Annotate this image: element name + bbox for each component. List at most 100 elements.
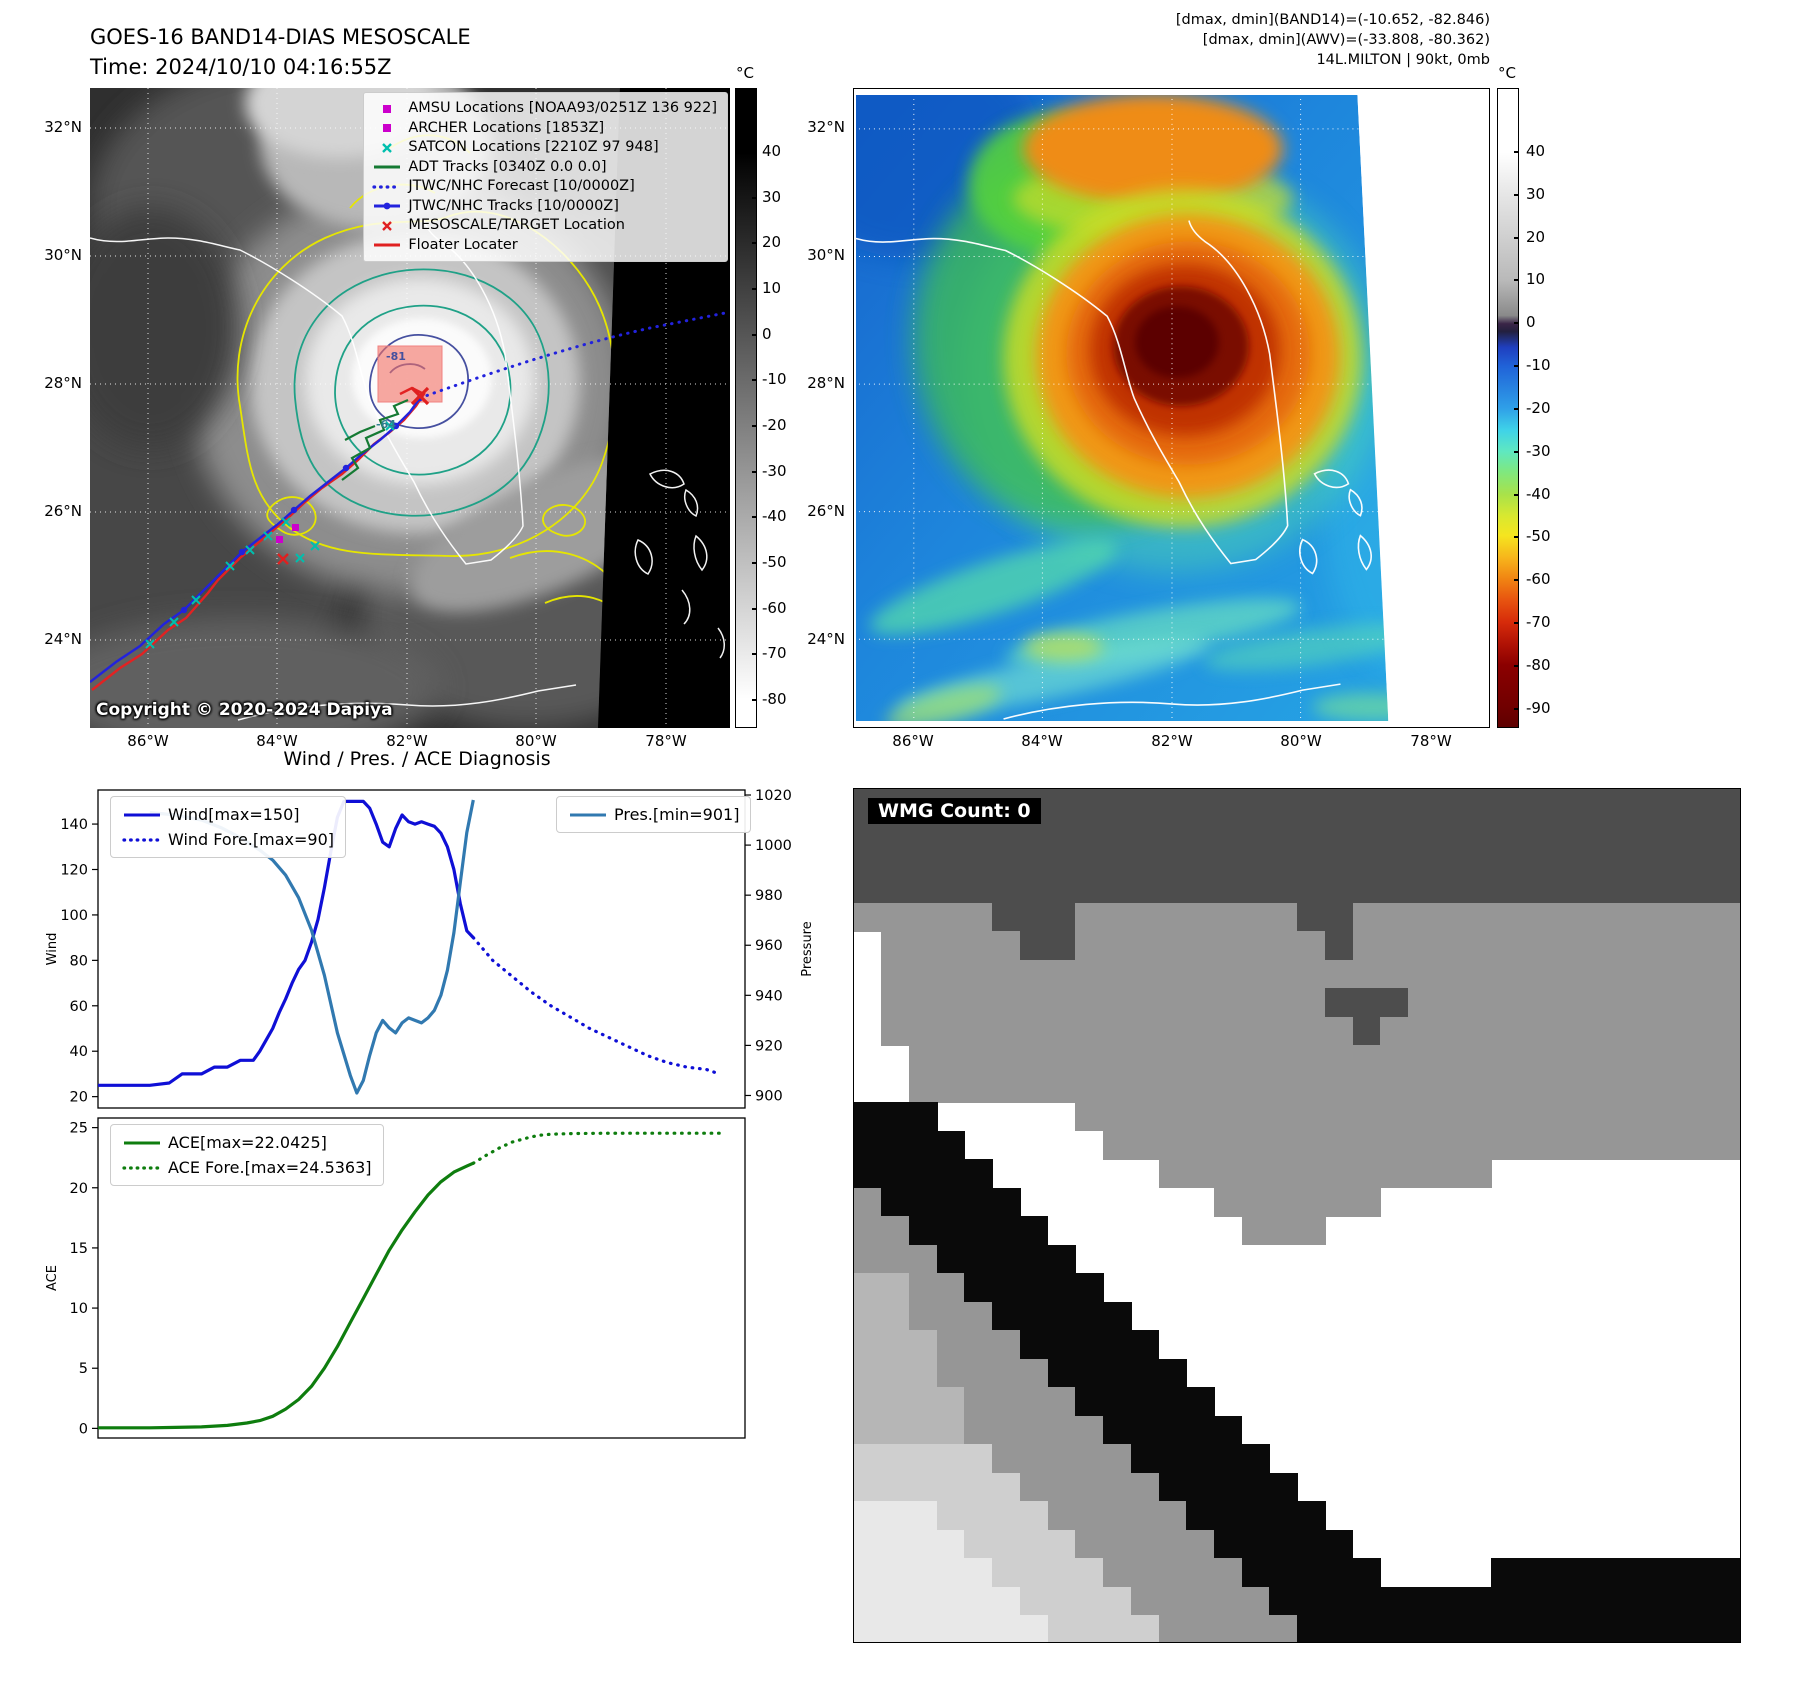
wmg-cell — [1324, 1159, 1354, 1189]
wmg-cell — [1602, 874, 1631, 904]
wmg-cell — [1352, 1615, 1382, 1642]
wmg-cell — [1435, 902, 1465, 932]
series-dotted — [471, 1131, 728, 1165]
colorbar-unit: °C — [1498, 64, 1516, 82]
wmg-cell — [1352, 988, 1382, 1018]
lat-tick-label: 30°N — [807, 246, 845, 264]
wmg-cell — [1602, 988, 1631, 1018]
wmg-cell — [1685, 874, 1714, 904]
wmg-cell — [964, 1073, 993, 1103]
legend-label: Wind[max=150] — [168, 805, 300, 824]
wmg-cell — [936, 988, 966, 1018]
chart-legend: Wind[max=150] Wind Fore.[max=90] — [110, 796, 346, 858]
colorbar-tick-mark — [1514, 151, 1519, 153]
wmg-cell — [854, 1187, 883, 1217]
wmg-cell — [1602, 902, 1631, 932]
wmg-cell — [992, 1273, 1021, 1303]
wmg-cell — [1574, 1586, 1603, 1616]
colorbar-unit: °C — [736, 64, 754, 82]
wmg-cell — [1712, 1045, 1740, 1075]
wmg-cell — [1629, 845, 1659, 875]
wmg-cell — [1269, 1586, 1298, 1616]
wmg-cell — [992, 1472, 1021, 1502]
wmg-cell — [1629, 988, 1659, 1018]
wmg-cell — [936, 1444, 966, 1474]
wmg-cell — [1685, 1045, 1714, 1075]
colorbar-tick: -20 — [762, 415, 787, 434]
wmg-cell — [1352, 959, 1382, 989]
wmg-cell — [1241, 1102, 1271, 1132]
band14-title-block: GOES-16 BAND14-DIAS MESOSCALE Time: 2024… — [90, 22, 471, 82]
wmg-cell — [1546, 1045, 1576, 1075]
colorbar-tick-mark — [752, 470, 757, 473]
wmg-cell — [1075, 1529, 1104, 1559]
wmg-cell — [1324, 902, 1354, 932]
wmg-cell — [909, 959, 938, 989]
wmg-cell — [1712, 1558, 1740, 1588]
wmg-cell — [1629, 959, 1659, 989]
wmg-cell — [1186, 1387, 1215, 1417]
wmg-cell — [936, 1187, 966, 1217]
wmg-cell — [881, 1187, 910, 1217]
wmg-cell — [1324, 1615, 1354, 1642]
wmg-cell — [1574, 1130, 1603, 1160]
wmg-cell — [1269, 789, 1298, 818]
wmg-cell — [1241, 845, 1271, 875]
colorbar-tick: 10 — [1526, 270, 1546, 289]
wmg-cell — [1241, 988, 1271, 1018]
wmg-cell — [1463, 845, 1492, 875]
legend-item: SATCON Locations [2210Z 97 948] — [372, 138, 717, 158]
chart-legend: Pres.[min=901] — [556, 796, 752, 833]
wmg-cell — [1130, 902, 1160, 932]
colorbar-tick: 40 — [1526, 142, 1546, 160]
colorbar-tick: 20 — [762, 233, 782, 252]
wmg-cell — [1435, 1586, 1465, 1616]
line-marker-icon — [124, 813, 160, 816]
wmg-cell — [1075, 959, 1104, 989]
wmg-cell — [936, 1216, 966, 1246]
wmg-cell — [1435, 817, 1465, 847]
colorbar-tick: -90 — [1526, 698, 1551, 717]
wmg-cell — [1407, 1102, 1437, 1132]
wmg-cell — [936, 1558, 966, 1588]
wmg-cell — [1463, 1159, 1492, 1189]
wmg-cell — [964, 931, 993, 961]
wmg-cell — [1574, 845, 1603, 875]
wmg-cell — [1491, 845, 1520, 875]
wmg-cell — [881, 1301, 910, 1331]
wmg-cell — [1158, 1073, 1188, 1103]
colorbar-tick-mark — [1514, 707, 1519, 710]
wmg-cell — [1186, 988, 1215, 1018]
wmg-cell — [1324, 1529, 1354, 1559]
wmg-cell — [1186, 902, 1215, 932]
chart-text: 960 — [755, 938, 783, 954]
wmg-cell — [1213, 1615, 1243, 1642]
wmg-cell — [1075, 1016, 1104, 1046]
wmg-cell — [854, 845, 883, 875]
wmg-cell — [1657, 1130, 1686, 1160]
wmg-cell — [1186, 1159, 1215, 1189]
wmg-cell — [1158, 1415, 1188, 1445]
lon-tick-label: 82°W — [1151, 732, 1193, 750]
wmg-cell — [854, 1586, 883, 1616]
wmg-cell — [1602, 1102, 1631, 1132]
wmg-cell — [1407, 874, 1437, 904]
wmg-cell — [1103, 845, 1132, 875]
wmg-cell — [1518, 845, 1548, 875]
wmg-cell — [1657, 1558, 1686, 1588]
awv-map — [853, 88, 1490, 728]
wmg-cell — [1047, 959, 1077, 989]
wmg-cell — [909, 845, 938, 875]
wmg-cell — [1380, 902, 1409, 932]
wmg-cell — [1297, 1073, 1326, 1103]
wmg-cell — [992, 1501, 1021, 1531]
wmg-cell — [1574, 1615, 1603, 1642]
wmg-cell — [909, 1472, 938, 1502]
wmg-cell — [1297, 789, 1326, 818]
wmg-cell — [1324, 874, 1354, 904]
wmg-cell — [936, 1016, 966, 1046]
x-marker-icon — [382, 142, 393, 153]
chart-text: 980 — [755, 888, 783, 904]
wmg-cell — [992, 1073, 1021, 1103]
wmg-cell — [1657, 874, 1686, 904]
